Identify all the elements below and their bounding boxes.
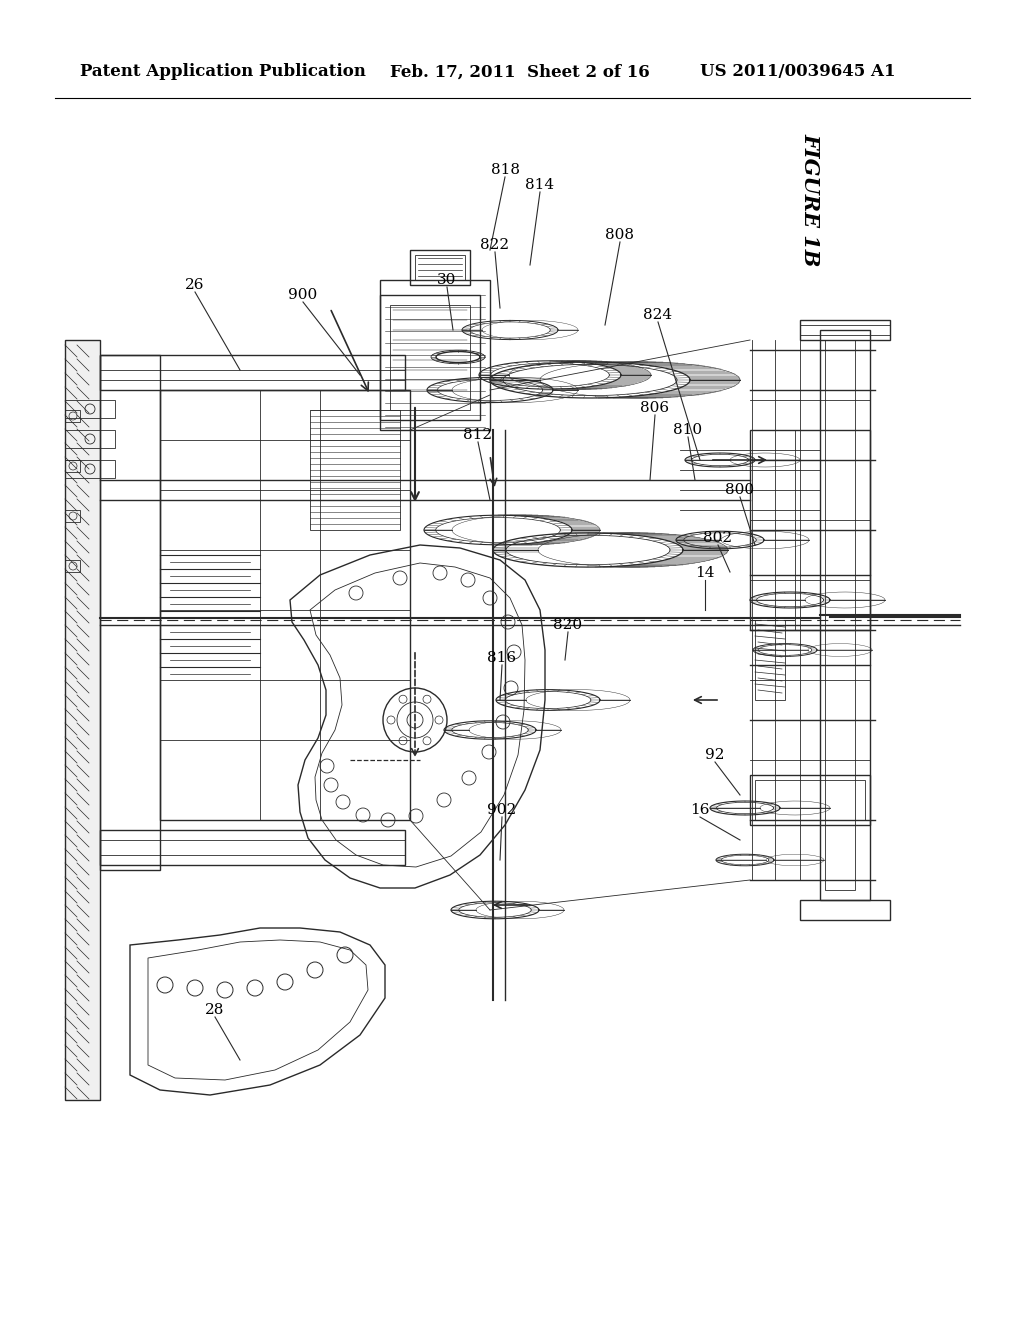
Text: 16: 16 (690, 803, 710, 817)
Bar (390, 305, 470, 411)
Text: Patent Application Publication: Patent Application Publication (80, 63, 366, 81)
Text: 810: 810 (674, 422, 702, 437)
Text: 822: 822 (480, 238, 510, 252)
Text: 806: 806 (640, 401, 670, 414)
Text: 818: 818 (490, 162, 519, 177)
Bar (380, 294, 480, 420)
Bar (100, 355, 160, 870)
Bar (65, 400, 115, 418)
Text: 824: 824 (643, 308, 673, 322)
Text: 14: 14 (695, 566, 715, 579)
Text: 92: 92 (706, 748, 725, 762)
Bar (825, 341, 855, 890)
Text: 900: 900 (289, 288, 317, 302)
Bar (800, 319, 890, 341)
Text: 802: 802 (703, 531, 732, 545)
Bar (750, 430, 870, 630)
Text: 30: 30 (437, 273, 457, 286)
Bar (415, 255, 465, 280)
Bar (100, 840, 406, 855)
Text: 816: 816 (487, 651, 516, 665)
Bar (755, 620, 785, 700)
Bar (750, 775, 870, 825)
Text: 800: 800 (725, 483, 755, 498)
Bar (65, 341, 100, 1100)
Bar (65, 459, 115, 478)
Text: Feb. 17, 2011  Sheet 2 of 16: Feb. 17, 2011 Sheet 2 of 16 (390, 63, 650, 81)
Text: 812: 812 (464, 428, 493, 442)
Text: US 2011/0039645 A1: US 2011/0039645 A1 (700, 63, 896, 81)
Bar (755, 780, 865, 820)
Bar (410, 249, 470, 285)
Bar (65, 411, 80, 422)
Bar (65, 560, 80, 572)
Bar (160, 389, 410, 820)
Bar (310, 411, 400, 531)
Bar (800, 900, 890, 920)
Bar (380, 280, 490, 430)
Bar (65, 510, 80, 521)
Bar (100, 830, 406, 865)
Bar (65, 430, 115, 447)
Bar (800, 325, 890, 335)
Text: 28: 28 (206, 1003, 224, 1016)
Text: 820: 820 (553, 618, 583, 632)
Text: 808: 808 (605, 228, 635, 242)
Bar (820, 330, 870, 900)
Bar (100, 355, 406, 389)
Bar (100, 370, 406, 380)
Text: FIGURE 1B: FIGURE 1B (800, 133, 820, 267)
Text: 902: 902 (487, 803, 517, 817)
Text: 814: 814 (525, 178, 555, 191)
Text: 26: 26 (185, 279, 205, 292)
Bar (65, 459, 80, 473)
